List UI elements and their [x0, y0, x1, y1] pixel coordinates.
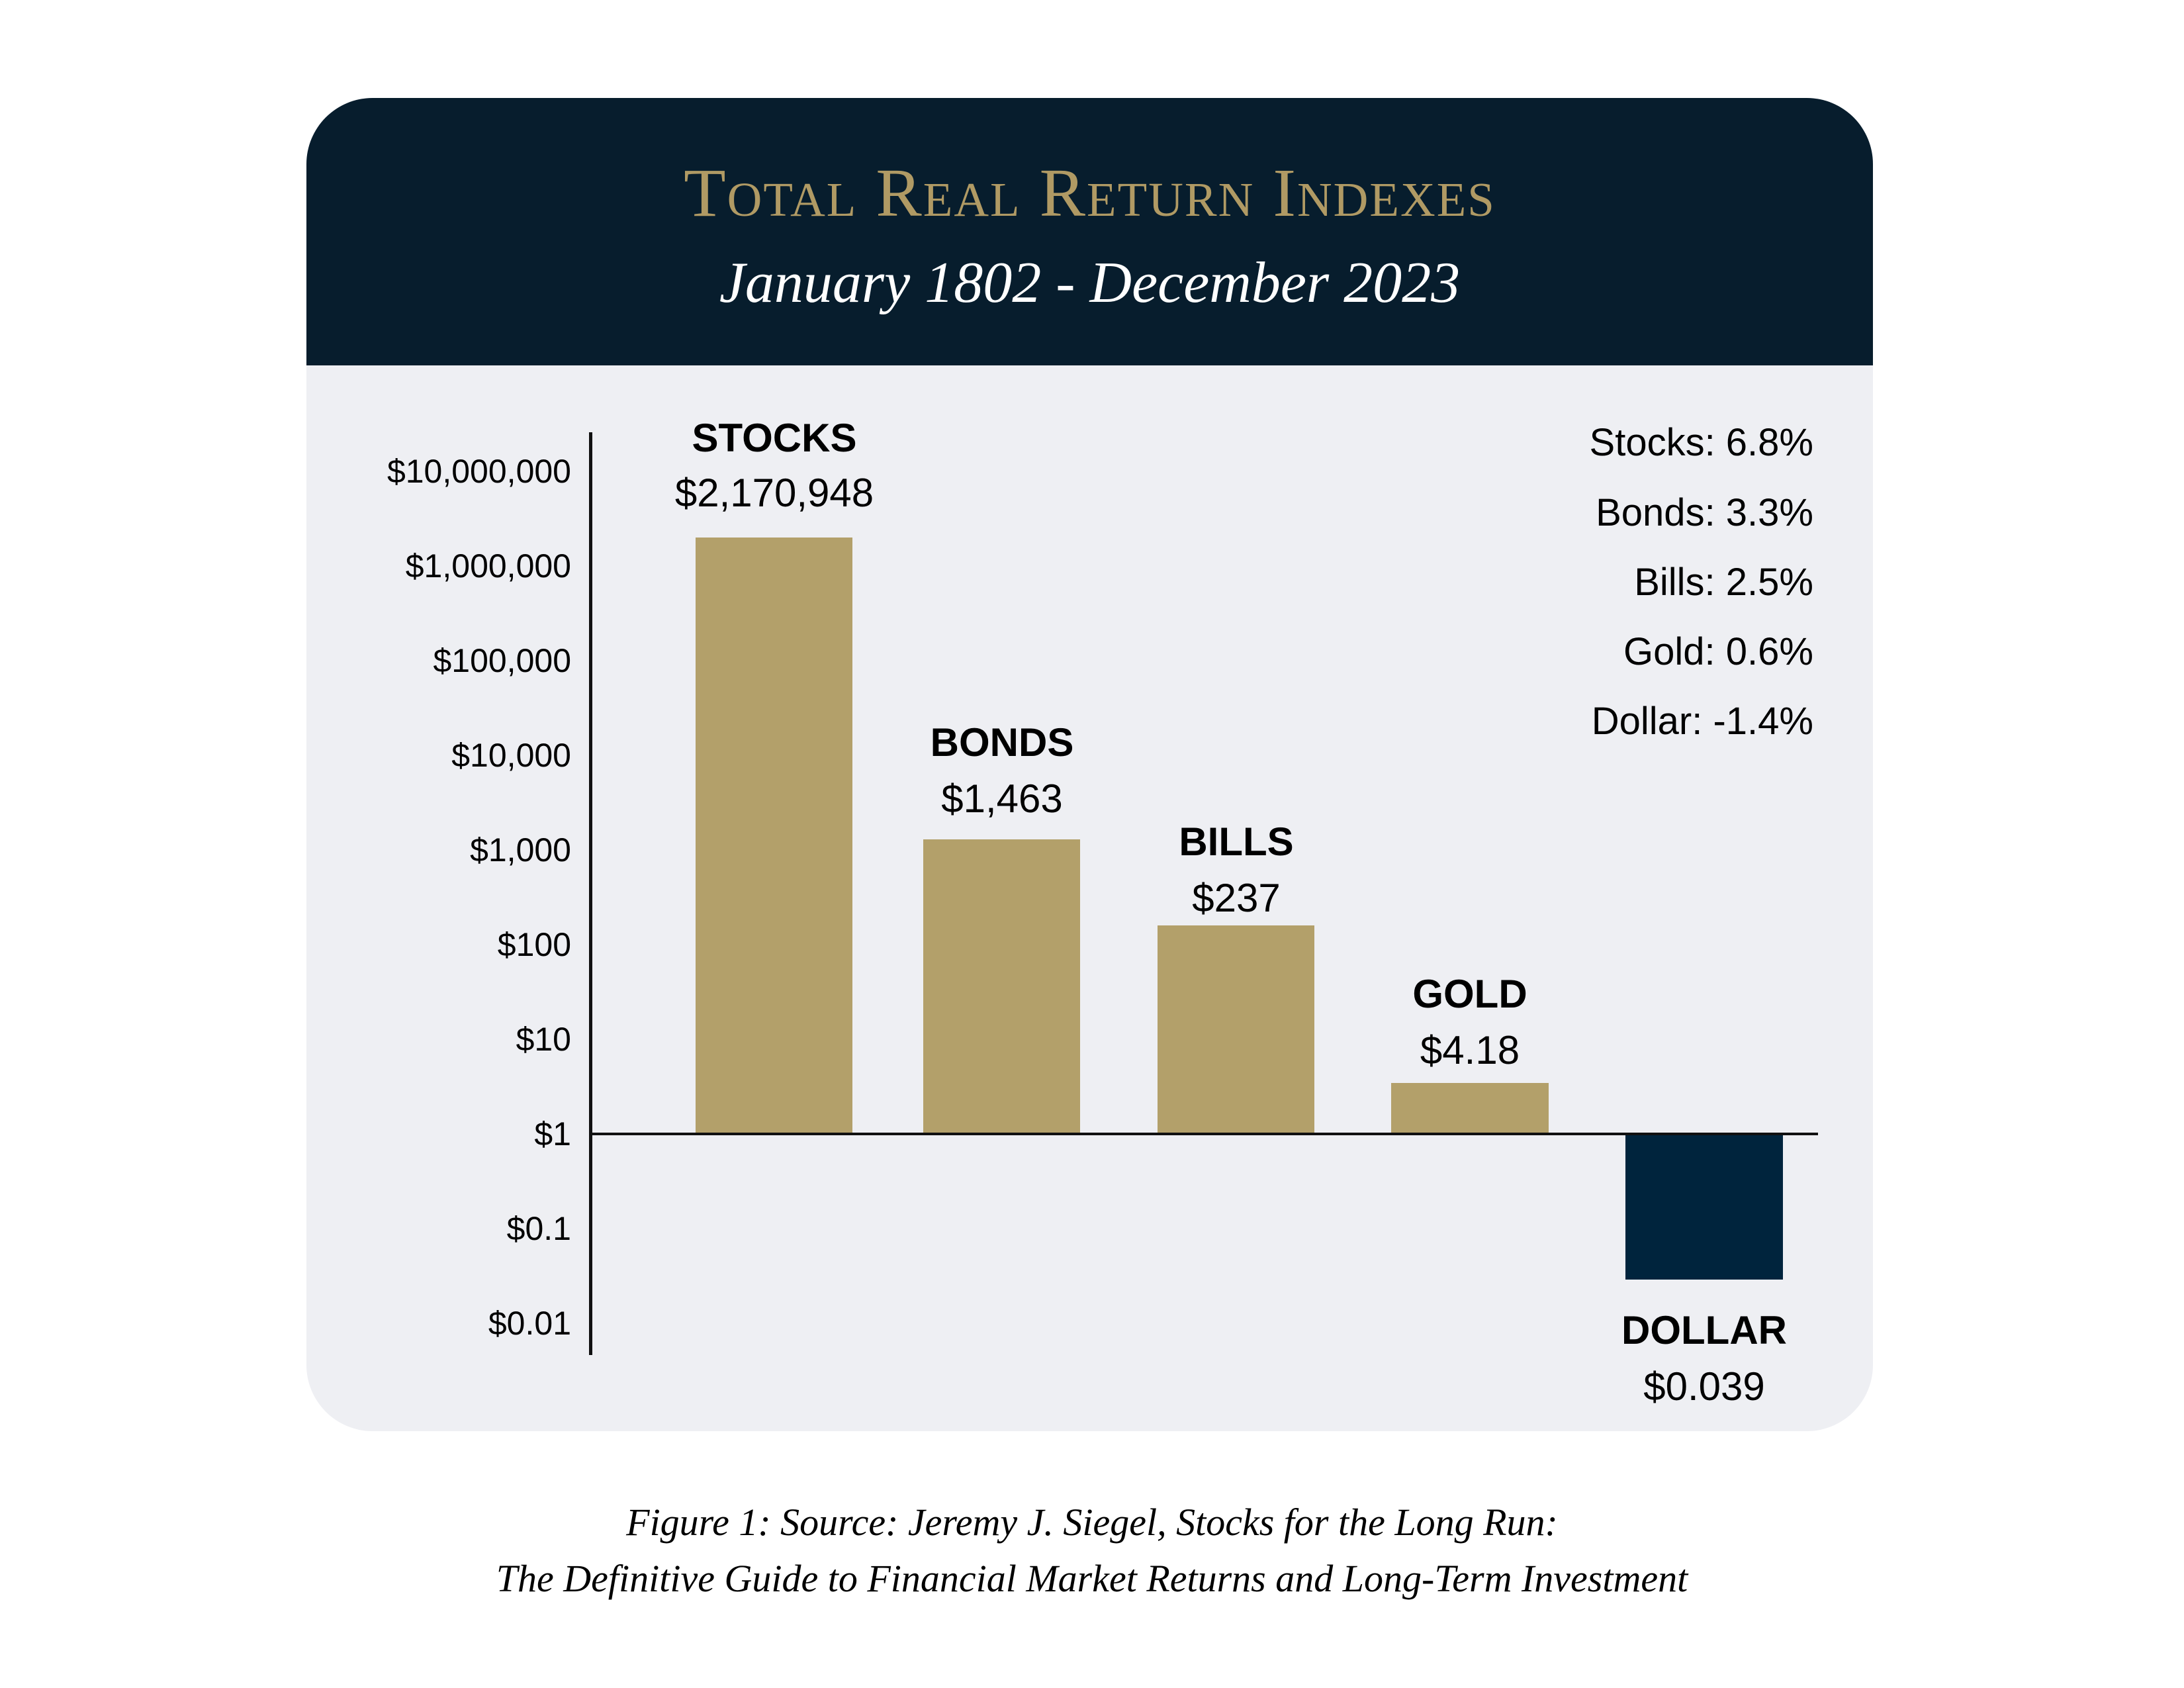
- y-tick-label: $10: [516, 1021, 571, 1058]
- legend-item-bills: Bills: 2.5%: [1634, 561, 1813, 604]
- legend-item-dollar: Dollar: -1.4%: [1591, 700, 1813, 743]
- bar-value-dollar: $0.039: [1643, 1364, 1765, 1409]
- y-tick-label: $10,000,000: [387, 453, 571, 490]
- bar-value-gold: $4.18: [1420, 1028, 1520, 1072]
- y-tick-label: $100: [497, 926, 571, 963]
- bar-value-bills: $237: [1192, 876, 1281, 920]
- y-tick-label: $10,000: [451, 737, 571, 774]
- y-tick-label: $1,000,000: [405, 547, 571, 585]
- y-tick-label: $0.01: [488, 1305, 571, 1342]
- legend-item-stocks: Stocks: 6.8%: [1589, 421, 1813, 464]
- chart-title: Total Real Return Indexes: [684, 155, 1496, 231]
- figure-caption-line1: Figure 1: Source: Jeremy J. Siegel, Stoc…: [626, 1501, 1558, 1544]
- y-tick-label: $0.1: [506, 1210, 571, 1247]
- bar-dollar: [1625, 1134, 1783, 1280]
- bar-label-bills: BILLS: [1179, 820, 1294, 864]
- baseline-one-dollar: [590, 1133, 1818, 1135]
- bar-label-bonds: BONDS: [930, 720, 1074, 765]
- bar-value-stocks: $2,170,948: [674, 471, 874, 515]
- bar-label-dollar: DOLLAR: [1621, 1308, 1787, 1352]
- bar-bills: [1158, 925, 1314, 1134]
- y-axis-line: [589, 432, 592, 1355]
- legend-item-gold: Gold: 0.6%: [1623, 630, 1813, 673]
- y-tick-label: $1: [534, 1115, 571, 1152]
- chart-subtitle: January 1802 - December 2023: [719, 251, 1461, 315]
- bar-stocks: [696, 538, 852, 1134]
- bar-label-stocks: STOCKS: [692, 416, 857, 460]
- chart-card: Total Real Return Indexes January 1802 -…: [306, 98, 1873, 1431]
- bar-bonds: [923, 839, 1080, 1134]
- bar-value-bonds: $1,463: [941, 776, 1063, 821]
- bar-gold: [1391, 1083, 1549, 1134]
- bar-label-gold: GOLD: [1412, 972, 1527, 1016]
- y-tick-label: $1,000: [470, 831, 571, 868]
- chart-header: Total Real Return Indexes January 1802 -…: [306, 98, 1873, 365]
- legend-item-bonds: Bonds: 3.3%: [1596, 491, 1813, 534]
- y-tick-label: $100,000: [433, 642, 571, 679]
- figure-caption-line2: The Definitive Guide to Financial Market…: [496, 1557, 1688, 1600]
